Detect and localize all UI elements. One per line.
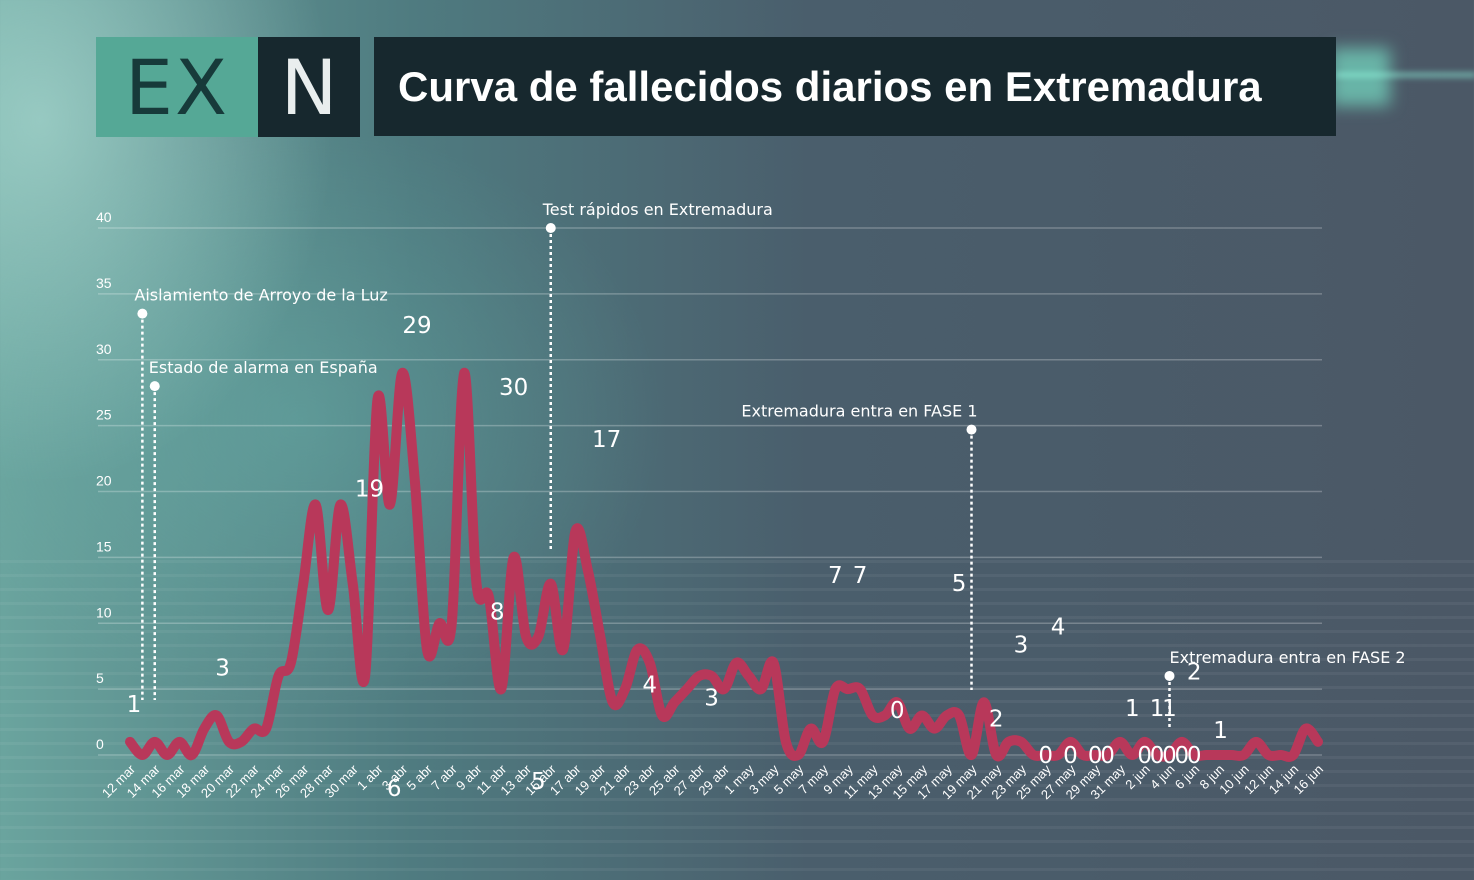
annotation-label: Extremadura entra en FASE 2 xyxy=(1170,648,1406,667)
y-tick-label: 10 xyxy=(96,604,112,620)
annotation-label: Extremadura entra en FASE 1 xyxy=(741,402,977,421)
annotation-label: Aislamiento de Arroyo de la Luz xyxy=(134,286,387,305)
y-tick-label: 40 xyxy=(96,209,112,225)
data-label: 1 xyxy=(1213,718,1228,744)
data-label: 0 xyxy=(1063,743,1078,769)
data-label: 2 xyxy=(1187,660,1202,686)
y-tick-label: 35 xyxy=(96,275,112,291)
data-label: 5 xyxy=(531,769,546,795)
data-label: 7 xyxy=(828,563,843,589)
y-tick-label: 30 xyxy=(96,341,112,357)
y-tick-label: 0 xyxy=(96,736,104,752)
data-label: 1 xyxy=(1162,696,1177,722)
logo-n: N xyxy=(258,37,360,137)
background-stripes xyxy=(0,560,1474,880)
data-label: 1 xyxy=(1150,696,1165,722)
annotation-label: Estado de alarma en España xyxy=(149,358,378,377)
data-label: 0 xyxy=(1187,743,1202,769)
data-label: 0 xyxy=(1150,743,1165,769)
data-label: 1 xyxy=(127,692,142,718)
title-banner: Curva de fallecidos diarios en Extremadu… xyxy=(374,37,1336,136)
data-label: 8 xyxy=(490,600,505,626)
logo-ex: EX xyxy=(96,37,258,137)
data-label: 3 xyxy=(1014,632,1029,658)
annotation-marker xyxy=(545,223,556,233)
annotation-marker xyxy=(149,381,160,392)
x-tick-label: 1 abr xyxy=(354,761,386,793)
data-label: 5 xyxy=(952,571,967,597)
background-glow xyxy=(1330,48,1390,106)
x-tick-label: 5 abr xyxy=(404,761,436,793)
chart-title: Curva de fallecidos diarios en Extremadu… xyxy=(398,62,1262,110)
data-label: 29 xyxy=(402,313,431,339)
data-label: 0 xyxy=(1162,743,1177,769)
data-label: 30 xyxy=(499,375,528,401)
data-label: 0 xyxy=(890,698,905,724)
data-label: 2 xyxy=(989,707,1004,733)
y-tick-label: 25 xyxy=(96,407,112,423)
background-glow-line xyxy=(1336,72,1474,78)
data-label: 6 xyxy=(387,776,402,802)
data-label: 4 xyxy=(1051,614,1066,640)
event-annotations: Aislamiento de Arroyo de la Luz Estado de… xyxy=(134,200,1406,728)
data-label: 19 xyxy=(355,477,384,503)
data-label: 3 xyxy=(704,685,719,711)
data-label: 0 xyxy=(1137,743,1152,769)
annotation-label: Test rápidos en Extremadura xyxy=(542,200,773,219)
data-label: 17 xyxy=(592,427,621,453)
y-tick-label: 15 xyxy=(96,538,112,554)
y-tick-label: 5 xyxy=(96,670,104,686)
annotation-marker xyxy=(966,424,977,435)
annotation-marker xyxy=(1164,670,1175,681)
data-label: 3 xyxy=(215,655,230,681)
data-label: 7 xyxy=(853,563,868,589)
x-tick-label: 7 abr xyxy=(428,761,460,793)
data-label: 1 xyxy=(1125,696,1140,722)
series-layer xyxy=(125,367,1323,762)
data-label: 0 xyxy=(1100,743,1115,769)
data-label: 0 xyxy=(1175,743,1190,769)
data-label: 4 xyxy=(642,672,657,698)
data-label: 0 xyxy=(1038,743,1053,769)
y-axis: 0 5 10 15 20 25 30 35 40 xyxy=(96,209,112,752)
y-tick-label: 20 xyxy=(96,473,112,489)
series-line-fallecidos xyxy=(125,367,1323,762)
annotation-marker xyxy=(137,308,148,319)
data-label: 0 xyxy=(1088,743,1103,769)
